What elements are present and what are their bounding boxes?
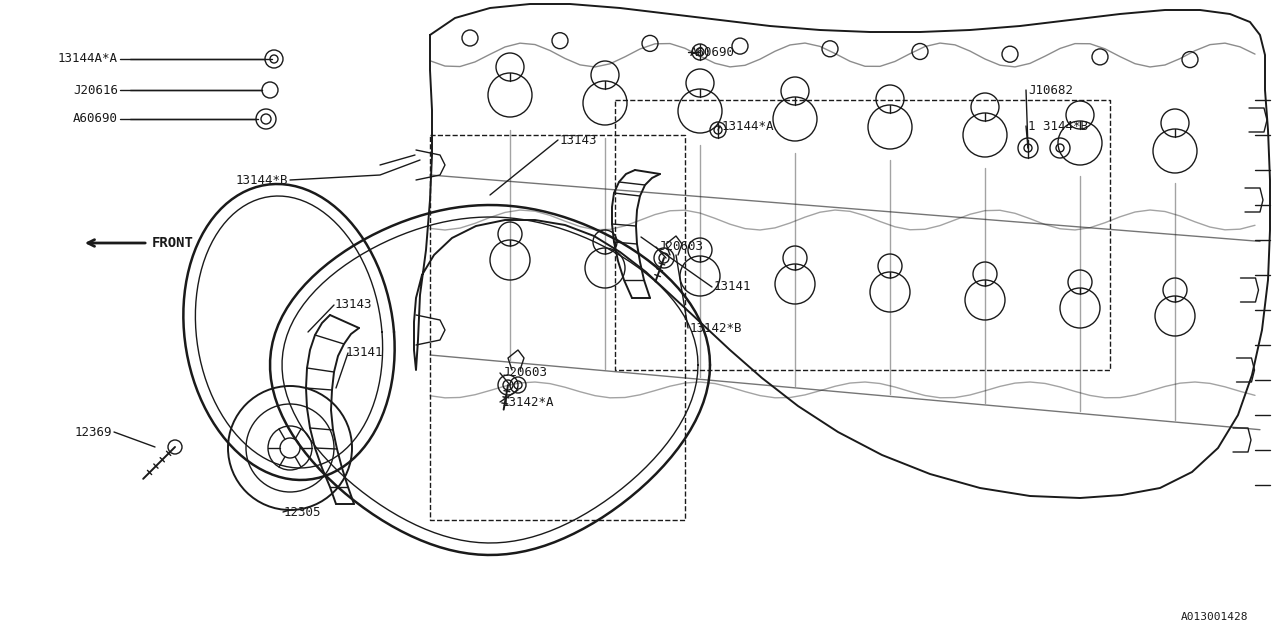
Text: 13142*A: 13142*A <box>502 396 554 408</box>
Text: 13141: 13141 <box>346 346 384 360</box>
Text: 13144*A: 13144*A <box>722 120 774 132</box>
Text: A60690: A60690 <box>690 45 735 58</box>
Text: A60690: A60690 <box>73 113 118 125</box>
Text: 12369: 12369 <box>74 426 113 438</box>
Text: 13143: 13143 <box>561 134 598 147</box>
Text: A013001428: A013001428 <box>1180 612 1248 622</box>
Text: 13141: 13141 <box>714 280 751 294</box>
Text: 1 3144*B: 1 3144*B <box>1028 120 1088 132</box>
Text: 13144*B: 13144*B <box>236 173 288 186</box>
Text: 13142*B: 13142*B <box>690 321 742 335</box>
Text: J10682: J10682 <box>1028 83 1073 97</box>
Text: 12305: 12305 <box>284 506 321 518</box>
Text: 13144A*A: 13144A*A <box>58 52 118 65</box>
Text: J20616: J20616 <box>73 83 118 97</box>
Text: FRONT: FRONT <box>152 236 193 250</box>
Text: J20603: J20603 <box>502 367 547 380</box>
Text: 13143: 13143 <box>335 298 372 312</box>
Text: J20603: J20603 <box>658 241 703 253</box>
